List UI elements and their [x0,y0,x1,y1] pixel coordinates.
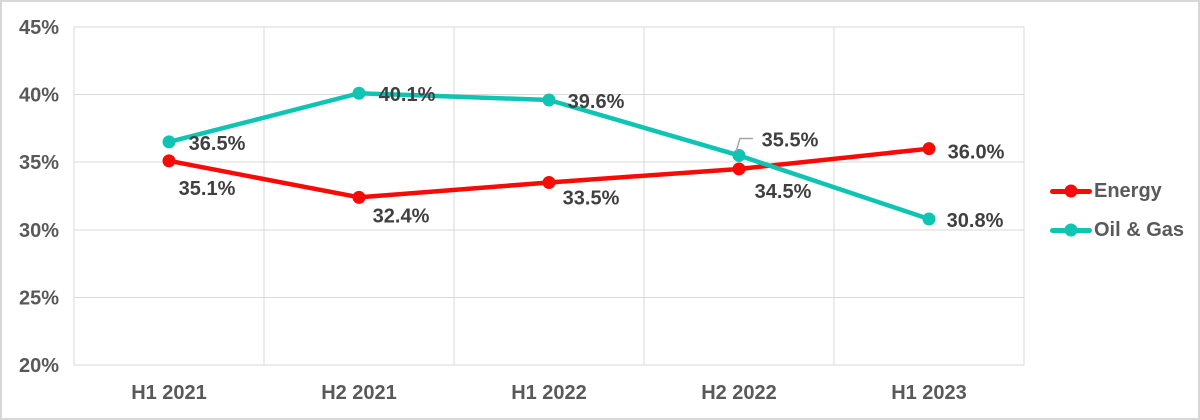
oil-gas-data-label: 36.5% [189,133,246,155]
x-axis-category-label: H1 2022 [511,382,587,404]
oil-gas-data-point[interactable] [542,93,556,107]
legend-label-energy: Energy [1094,179,1162,202]
oil-gas-data-label: 40.1% [379,84,436,106]
y-axis-tick-label: 30% [19,220,59,242]
x-axis-category-label: H1 2023 [891,382,967,404]
oil-gas-data-label: 39.6% [568,91,625,113]
energy-legend-marker-icon [1050,184,1092,198]
oil-gas-legend-marker-icon [1050,223,1092,237]
data-label-leader-line [735,137,753,152]
y-axis-tick-label: 45% [19,17,59,39]
y-axis-tick-label: 20% [19,355,59,377]
x-axis-category-label: H2 2021 [321,382,397,404]
legend-label-oil-gas: Oil & Gas [1094,218,1185,241]
oil-gas-legend-dot-icon [1064,223,1078,237]
oil-gas-data-point[interactable] [162,135,176,149]
energy-data-label: 32.4% [373,205,430,227]
y-axis-tick-label: 35% [19,152,59,174]
legend-item-energy[interactable]: Energy [1050,175,1184,207]
y-axis-tick-label: 40% [19,85,59,107]
x-axis-category-label: H1 2021 [131,382,207,404]
energy-series-line[interactable] [166,146,932,200]
energy-data-label: 34.5% [755,181,812,203]
x-axis-category-label: H2 2022 [701,382,777,404]
energy-data-point[interactable] [162,154,176,168]
oil-gas-series-line[interactable] [166,90,932,222]
legend-item-oil-gas[interactable]: Oil & Gas [1050,214,1184,246]
energy-legend-dot-icon [1064,184,1078,198]
energy-data-point[interactable] [732,162,746,176]
energy-data-point[interactable] [542,175,556,189]
energy-data-label: 33.5% [563,187,620,209]
oil-gas-data-label: 35.5% [762,129,819,151]
oil-gas-data-point[interactable] [922,212,936,226]
energy-data-point[interactable] [352,190,366,204]
energy-data-point[interactable] [922,142,936,156]
oil-gas-data-label: 30.8% [947,210,1004,232]
energy-data-label: 36.0% [948,142,1005,164]
legend: Energy Oil & Gas [1050,175,1184,253]
oil-gas-data-point[interactable] [352,86,366,100]
energy-data-label: 35.1% [179,178,236,200]
y-axis-tick-label: 25% [19,287,59,309]
oil-gas-data-point[interactable] [732,148,746,162]
